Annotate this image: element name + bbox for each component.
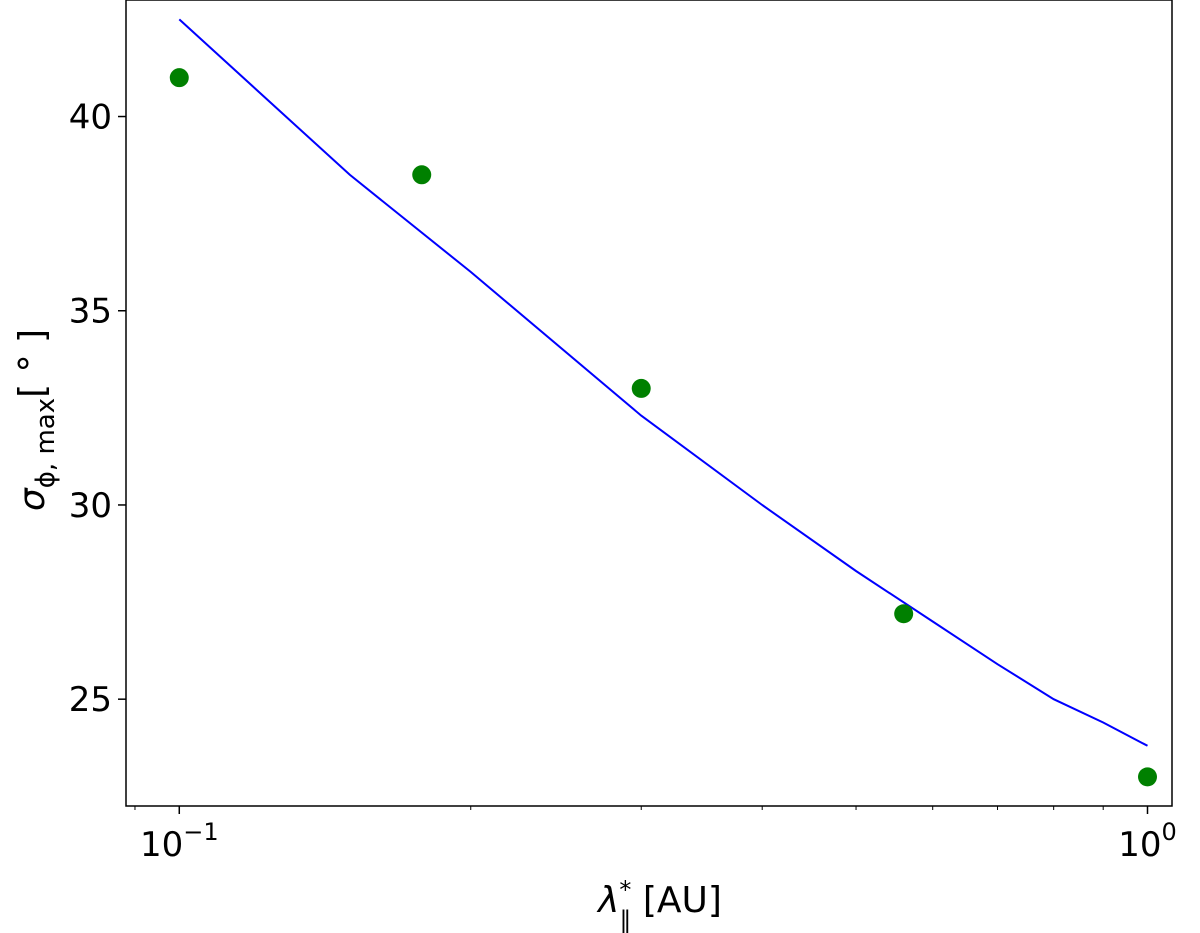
y-tick-label: 30 — [69, 486, 112, 526]
x-axis-label-sub: ∥ — [619, 906, 631, 933]
x-axis-label-sup: * — [619, 876, 631, 904]
data-point — [169, 68, 189, 88]
data-point — [894, 604, 914, 624]
y-axis-label-sub: ϕ, max — [31, 398, 61, 488]
ticks-layer: 25 30 35 40 10−1 100 — [69, 98, 1177, 865]
x-axis-label-symbol: λ — [596, 880, 619, 921]
plot-frame — [125, 0, 1173, 807]
series-layer — [169, 18, 1157, 787]
data-point — [631, 378, 651, 398]
y-tick-label: 35 — [69, 292, 112, 332]
x-tick-label: 100 — [1118, 818, 1177, 865]
fit-line — [178, 18, 1148, 747]
data-point — [412, 165, 432, 185]
y-tick-label: 25 — [69, 680, 112, 720]
y-tick-label: 40 — [69, 98, 112, 138]
x-axis-label: λ* ∥ [AU] — [596, 876, 722, 933]
y-axis-label: σϕ, max[ ° ] — [12, 329, 61, 511]
y-axis-label-unit: [ ° ] — [12, 329, 53, 398]
x-axis-label-unit: [AU] — [631, 880, 722, 921]
data-point — [1137, 767, 1157, 787]
x-tick-label: 10−1 — [140, 818, 219, 865]
y-axis-label-symbol: σ — [12, 487, 53, 511]
